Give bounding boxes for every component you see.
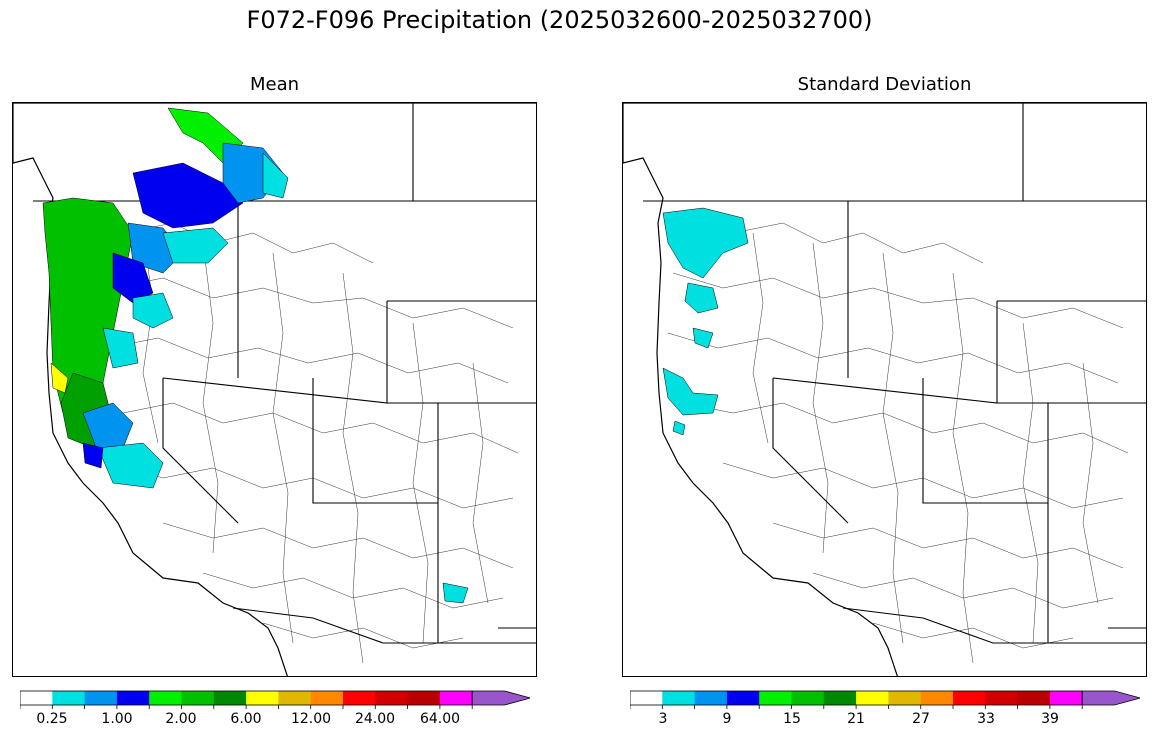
std-tick-label: 15 <box>783 711 801 727</box>
precip-shading <box>42 107 469 604</box>
state-boundaries <box>643 103 1146 644</box>
colorbar-segment <box>343 691 376 705</box>
std-tick-label: 33 <box>977 711 995 727</box>
colorbar-segment <box>52 691 86 705</box>
mean-colorbar-canvas <box>20 690 530 709</box>
colorbar-segment <box>759 691 792 705</box>
std-shading <box>662 207 749 436</box>
colorbar-segment <box>630 691 663 705</box>
colorbar-segment <box>726 691 760 705</box>
coastline <box>623 103 1146 676</box>
colorbar-segment <box>20 691 53 705</box>
colorbar-border <box>630 690 1083 706</box>
std-colorbar <box>630 688 1140 728</box>
colorbar-segment <box>278 691 312 705</box>
colorbar-segment <box>791 691 825 705</box>
mean-tick-label: 64.00 <box>419 711 461 727</box>
std-tick-label: 9 <box>722 711 732 727</box>
colorbar-segment <box>375 691 409 705</box>
figure-title: F072-F096 Precipitation (2025032600-2025… <box>246 6 873 34</box>
colorbar-segment <box>181 691 215 705</box>
colorbar-extend-arrow <box>1081 690 1140 706</box>
mean-map <box>12 102 537 677</box>
mean-tick-label: 0.25 <box>36 711 68 727</box>
std-colorbar-canvas <box>630 690 1140 709</box>
colorbar-segment <box>116 691 150 705</box>
colorbar-segment <box>1017 691 1051 705</box>
colorbar-segment <box>149 691 182 705</box>
std-tick-label: 39 <box>1041 711 1059 727</box>
colorbar-segment <box>213 691 247 705</box>
colorbar-segment <box>407 691 441 705</box>
colorbar-segment <box>953 691 986 705</box>
mean-colorbar <box>20 688 530 728</box>
colorbar-segment <box>310 691 344 705</box>
std-map <box>622 102 1147 677</box>
colorbar-segment <box>694 691 728 705</box>
std-tick-label: 21 <box>847 711 865 727</box>
mean-panel-title: Mean <box>249 74 300 95</box>
std-panel-title: Standard Deviation <box>797 74 972 95</box>
mean-tick-label: 2.00 <box>165 711 197 727</box>
mean-tick-label: 24.00 <box>354 711 396 727</box>
colorbar-segment <box>985 691 1019 705</box>
colorbar-segment <box>439 691 473 705</box>
std-map-canvas <box>623 103 1146 676</box>
mean-tick-label: 12.00 <box>290 711 332 727</box>
colorbar-segment <box>1049 691 1083 705</box>
colorbar-extend-arrow <box>471 690 530 706</box>
mean-tick-label: 6.00 <box>230 711 262 727</box>
colorbar-segment <box>888 691 922 705</box>
colorbar-segment <box>856 691 889 705</box>
colorbar-border <box>20 690 473 706</box>
mean-map-canvas <box>13 103 536 676</box>
colorbar-segment <box>84 691 118 705</box>
mean-tick-label: 1.00 <box>101 711 133 727</box>
colorbar-segment <box>823 691 857 705</box>
std-tick-label: 27 <box>912 711 930 727</box>
colorbar-segment <box>662 691 696 705</box>
colorbar-segment <box>920 691 954 705</box>
std-tick-label: 3 <box>658 711 668 727</box>
colorbar-segment <box>246 691 279 705</box>
